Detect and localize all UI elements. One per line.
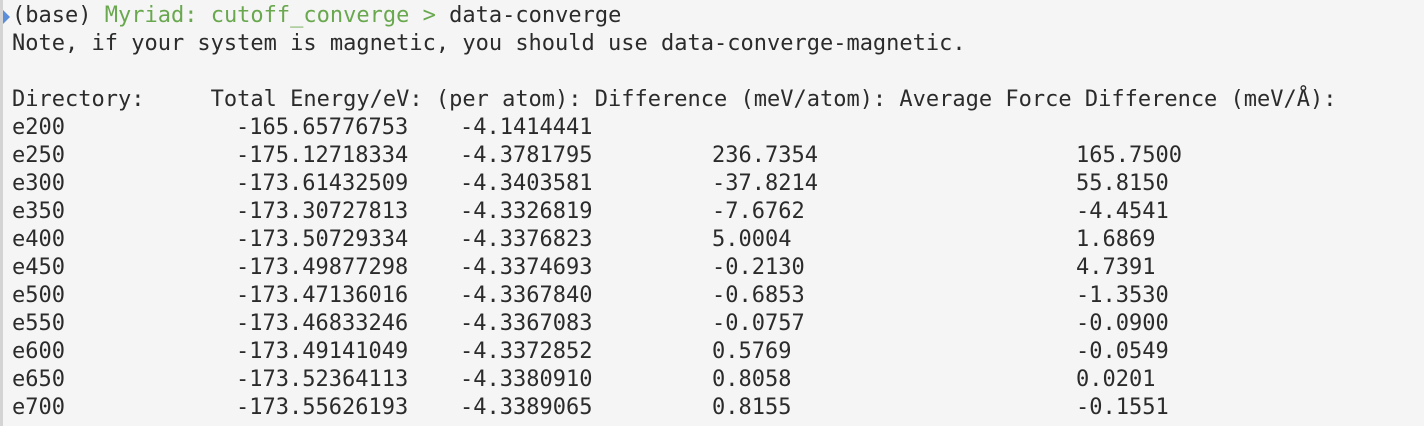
table-row: e450 -173.49877298 -4.3374693 -0.2130 4.7391 — [12, 254, 1412, 282]
cell-difference: 0.8155 — [712, 395, 792, 420]
table-row: e200 -165.65776753 -4.1414441 — [12, 114, 1412, 142]
cell-per-atom: -4.3326819 — [460, 199, 593, 224]
cell-directory: e650 — [12, 367, 65, 392]
table-row: e550 -173.46833246 -4.3367083 -0.0757 -0.090… — [12, 310, 1412, 338]
cell-directory: e450 — [12, 255, 65, 280]
cell-directory: e350 — [12, 199, 65, 224]
cell-force-difference: 165.7500 — [1076, 143, 1182, 168]
cell-difference: 0.5769 — [712, 339, 792, 364]
cell-per-atom: -4.3367840 — [460, 283, 593, 308]
cell-total-energy: -173.61432509 — [236, 171, 409, 196]
cell-difference: -0.6853 — [712, 283, 805, 308]
cell-force-difference: -0.0549 — [1076, 339, 1169, 364]
cell-difference: -0.2130 — [712, 255, 805, 280]
prompt-line: (base) Myriad: cutoff_converge > data-co… — [12, 2, 621, 30]
table-row: e650 -173.52364113 -4.3380910 0.8058 0.0201 — [12, 366, 1412, 394]
cell-per-atom: -4.3403581 — [460, 171, 593, 196]
cell-total-energy: -173.49877298 — [236, 255, 409, 280]
cell-total-energy: -175.12718334 — [236, 143, 409, 168]
table-row: e600 -173.49141049 -4.3372852 0.5769 -0.0549 — [12, 338, 1412, 366]
cell-force-difference: -1.3530 — [1076, 283, 1169, 308]
cell-total-energy: -173.47136016 — [236, 283, 409, 308]
command-text: data-converge — [449, 3, 622, 28]
cell-directory: e700 — [12, 395, 65, 420]
table-row: e500 -173.47136016 -4.3367840 -0.6853 -1.353… — [12, 282, 1412, 310]
cell-force-difference: 0.0201 — [1076, 367, 1156, 392]
table-header: Directory: Total Energy/eV: (per atom): … — [12, 87, 1337, 112]
cell-force-difference: -0.0900 — [1076, 311, 1169, 336]
cell-total-energy: -173.55626193 — [236, 395, 409, 420]
cell-total-energy: -173.46833246 — [236, 311, 409, 336]
cell-directory: e300 — [12, 171, 65, 196]
cell-per-atom: -4.3389065 — [460, 395, 593, 420]
cell-total-energy: -173.52364113 — [236, 367, 409, 392]
cell-force-difference: -0.1551 — [1076, 395, 1169, 420]
output-note: Note, if your system is magnetic, you sh… — [12, 31, 966, 56]
cell-per-atom: -4.3372852 — [460, 339, 593, 364]
prompt-symbol: > — [422, 3, 436, 28]
cell-total-energy: -173.49141049 — [236, 339, 409, 364]
cell-directory: e200 — [12, 115, 65, 140]
cell-per-atom: -4.3367083 — [460, 311, 593, 336]
cell-directory: e500 — [12, 283, 65, 308]
table-row: e350 -173.30727813 -4.3326819 -7.6762 -4.454… — [12, 198, 1412, 226]
table-row: e400 -173.50729334 -4.3376823 5.0004 1.6869 — [12, 226, 1412, 254]
cell-total-energy: -173.30727813 — [236, 199, 409, 224]
gutter-divider — [0, 0, 3, 426]
cell-force-difference: 55.8150 — [1076, 171, 1169, 196]
cell-total-energy: -165.65776753 — [236, 115, 409, 140]
cell-total-energy: -173.50729334 — [236, 227, 409, 252]
cell-difference: 236.7354 — [712, 143, 818, 168]
table-row: e250 -175.12718334 -4.3781795 236.7354 165.7… — [12, 142, 1412, 170]
table-row: e300 -173.61432509 -4.3403581 -37.8214 55.81… — [12, 170, 1412, 198]
table-row: e700 -173.55626193 -4.3389065 0.8155 -0.1551 — [12, 394, 1412, 422]
cell-force-difference: -4.4541 — [1076, 199, 1169, 224]
prompt-host-dir: Myriad: cutoff_converge — [104, 3, 410, 28]
cell-directory: e400 — [12, 227, 65, 252]
cell-directory: e550 — [12, 311, 65, 336]
conda-env: (base) — [12, 3, 92, 28]
cell-difference: -7.6762 — [712, 199, 805, 224]
cell-difference: 5.0004 — [712, 227, 792, 252]
cell-per-atom: -4.3380910 — [460, 367, 593, 392]
cell-force-difference: 1.6869 — [1076, 227, 1156, 252]
cell-per-atom: -4.3374693 — [460, 255, 593, 280]
cell-per-atom: -4.3376823 — [460, 227, 593, 252]
cell-force-difference: 4.7391 — [1076, 255, 1156, 280]
cell-difference: 0.8058 — [712, 367, 792, 392]
cell-difference: -37.8214 — [712, 171, 818, 196]
prompt-marker-icon — [3, 10, 10, 24]
cell-per-atom: -4.1414441 — [460, 115, 593, 140]
cell-directory: e600 — [12, 339, 65, 364]
cell-difference: -0.0757 — [712, 311, 805, 336]
cell-directory: e250 — [12, 143, 65, 168]
cell-per-atom: -4.3781795 — [460, 143, 593, 168]
